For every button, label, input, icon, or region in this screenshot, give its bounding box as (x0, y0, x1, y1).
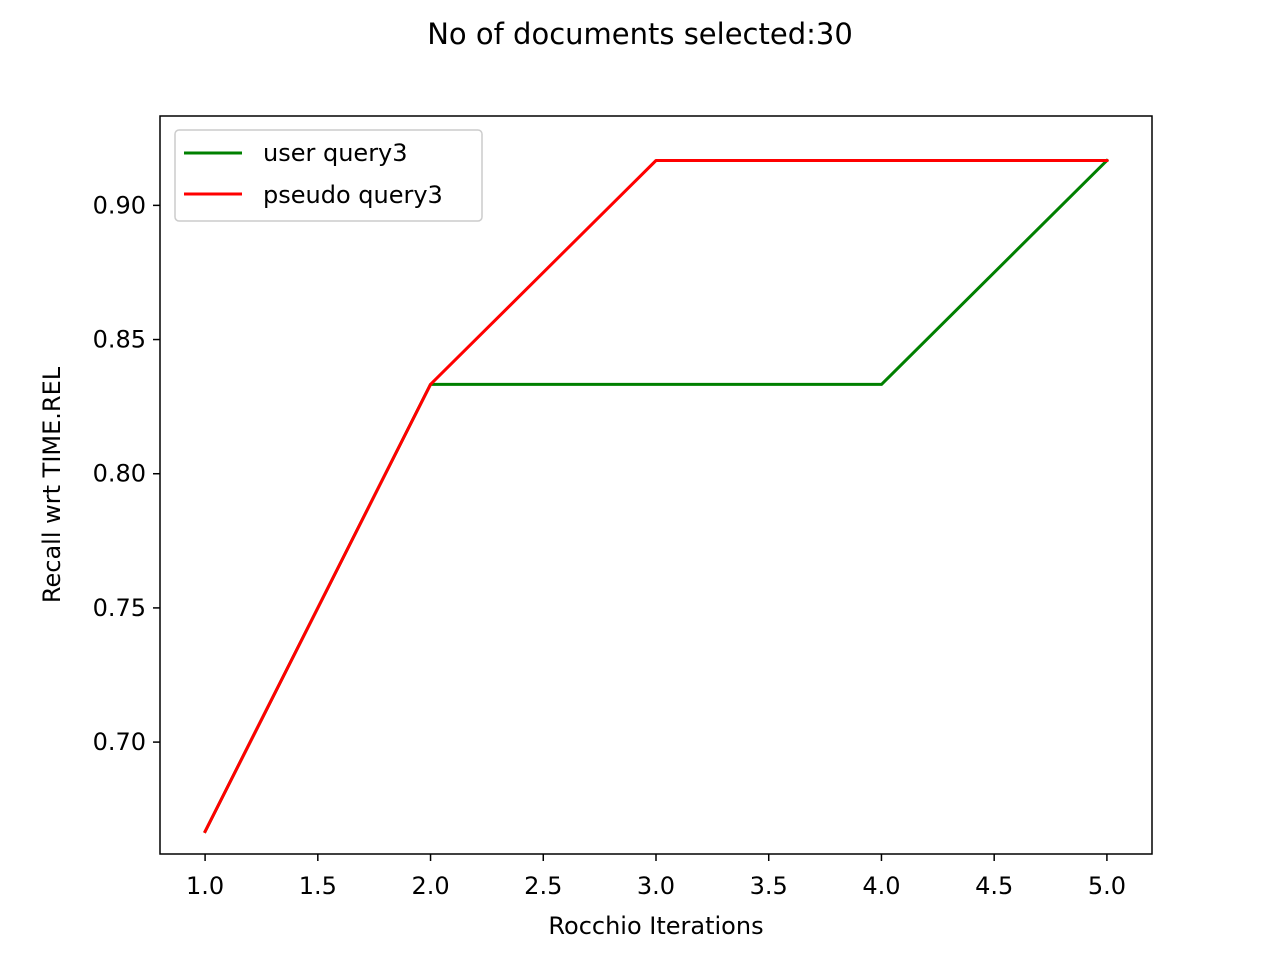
x-tick-label: 2.5 (524, 872, 562, 900)
legend: user query3 pseudo query3 (174, 129, 483, 222)
series-line-user-query3 (203, 158, 1110, 834)
x-axis-ticks: 1.0 1.5 2.0 2.5 3.0 3.5 4.0 4.5 5.0 (186, 854, 1126, 900)
y-tick-label: 0.90 (93, 191, 146, 219)
legend-label-pseudo-query3: pseudo query3 (263, 181, 443, 209)
x-tick-label: 2.0 (411, 872, 449, 900)
y-tick-label: 0.85 (93, 326, 146, 354)
y-tick-label: 0.80 (93, 460, 146, 488)
x-axis-label: Rocchio Iterations (548, 912, 763, 940)
x-tick-label: 1.5 (299, 872, 337, 900)
x-tick-label: 5.0 (1088, 872, 1126, 900)
y-tick-label: 0.70 (93, 728, 146, 756)
y-axis-label: Recall wrt TIME.REL (38, 366, 66, 603)
legend-label-user-query3: user query3 (263, 139, 408, 167)
x-tick-label: 3.0 (637, 872, 675, 900)
x-tick-label: 4.0 (862, 872, 900, 900)
plot-area-frame (159, 115, 1153, 855)
x-tick-label: 3.5 (750, 872, 788, 900)
y-axis-ticks: 0.70 0.75 0.80 0.85 0.90 (93, 191, 160, 756)
x-tick-label: 4.5 (975, 872, 1013, 900)
x-tick-label: 1.0 (186, 872, 224, 900)
chart-title: No of documents selected:30 (427, 17, 853, 51)
series-line-pseudo-query3 (203, 159, 1109, 834)
y-tick-label: 0.75 (93, 594, 146, 622)
series-lines (203, 158, 1110, 834)
legend-box (174, 129, 483, 222)
